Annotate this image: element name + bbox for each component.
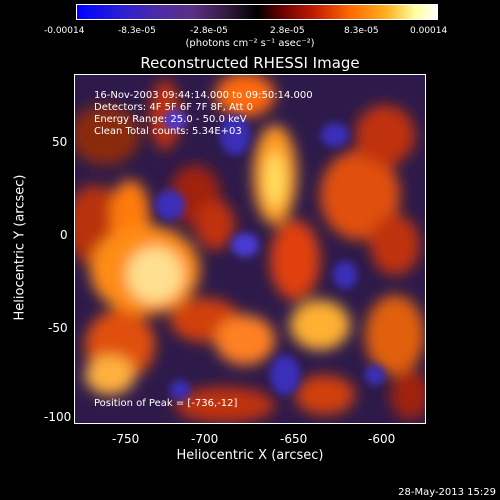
y-tick-label: 0 — [60, 228, 68, 242]
annotation-energy-range: Energy Range: 25.0 - 50.0 keV — [94, 114, 247, 125]
plot-title: Reconstructed RHESSI Image — [140, 54, 360, 72]
x-axis-label: Heliocentric X (arcsec) — [176, 448, 324, 463]
annotation-clean-counts: Clean Total counts: 5.34E+03 — [94, 126, 242, 137]
rhessi-image-panel — [74, 74, 426, 424]
colorbar-tick-label: -8.3e-05 — [118, 26, 156, 36]
y-tick-label: -50 — [48, 321, 68, 335]
x-tick-label: -650 — [280, 432, 308, 446]
rhessi-image — [75, 75, 425, 423]
annotation-time-range: 16-Nov-2003 09:44:14.000 to 09:50:14.000 — [94, 90, 313, 101]
y-tick-label: 50 — [52, 135, 68, 149]
colorbar-units: (photons cm⁻² s⁻¹ asec⁻²) — [185, 38, 315, 49]
y-axis-label: Heliocentric Y (arcsec) — [12, 174, 28, 321]
colorbar-tick-label: 0.00014 — [410, 26, 448, 36]
annotation-peak-position: Position of Peak = [-736,-12] — [94, 398, 238, 409]
colorbar-tick-label: -2.8e-05 — [190, 26, 228, 36]
x-tick-label: -700 — [191, 432, 219, 446]
colorbar-tick-label: -0.00014 — [44, 26, 85, 36]
colorbar — [76, 4, 438, 20]
annotation-detectors: Detectors: 4F 5F 6F 7F 8F, Att 0 — [94, 102, 254, 113]
x-tick-label: -600 — [368, 432, 396, 446]
x-tick-label: -750 — [112, 432, 140, 446]
colorbar-tick-label: 8.3e-05 — [344, 26, 379, 36]
colorbar-tick-label: 2.8e-05 — [270, 26, 305, 36]
y-tick-label: -100 — [44, 410, 72, 424]
footer-timestamp: 28-May-2013 15:29 — [398, 487, 496, 498]
